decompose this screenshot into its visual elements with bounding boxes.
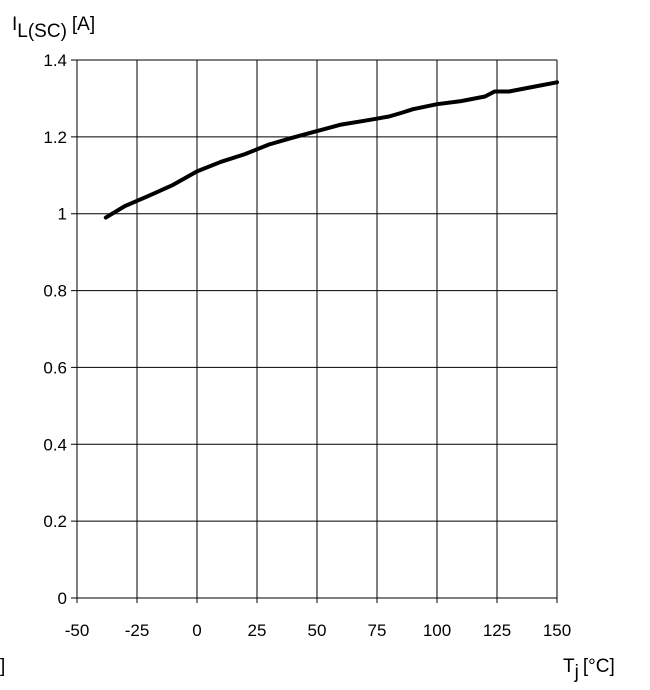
y-tick-label: 1.4: [43, 51, 67, 70]
x-axis-ticks: -50 -25 0 25 50 75 100 125 150: [65, 621, 571, 640]
y-tick-label: 0.8: [43, 282, 67, 301]
x-tick-label: 75: [368, 621, 387, 640]
x-tick-label: 25: [248, 621, 267, 640]
y-axis-title: IL(SC) [A]: [12, 14, 95, 42]
y-tick-label: 0.6: [43, 358, 67, 377]
x-tick-label: 125: [483, 621, 511, 640]
y-tick-label: 1.2: [43, 128, 67, 147]
y-tick-label: 0: [58, 589, 67, 608]
x-axis-title: Tj [°C]: [563, 656, 615, 683]
x-tick-label: 100: [423, 621, 451, 640]
y-tick-label: 1: [58, 205, 67, 224]
x-tick-label: 50: [308, 621, 327, 640]
y-tick-label: 0.2: [43, 512, 67, 531]
horizontal-gridlines: [71, 59, 557, 599]
y-axis-ticks: 0 0.2 0.4 0.6 0.8 1 1.2 1.4: [43, 51, 67, 608]
left-edge-label-fragment: ]: [0, 656, 5, 677]
y-tick-label: 0.4: [43, 435, 67, 454]
series-line: [103, 80, 559, 220]
x-tick-label: -50: [65, 621, 90, 640]
x-tick-label: 150: [543, 621, 571, 640]
x-tick-label: -25: [125, 621, 150, 640]
x-tick-label: 0: [192, 621, 201, 640]
